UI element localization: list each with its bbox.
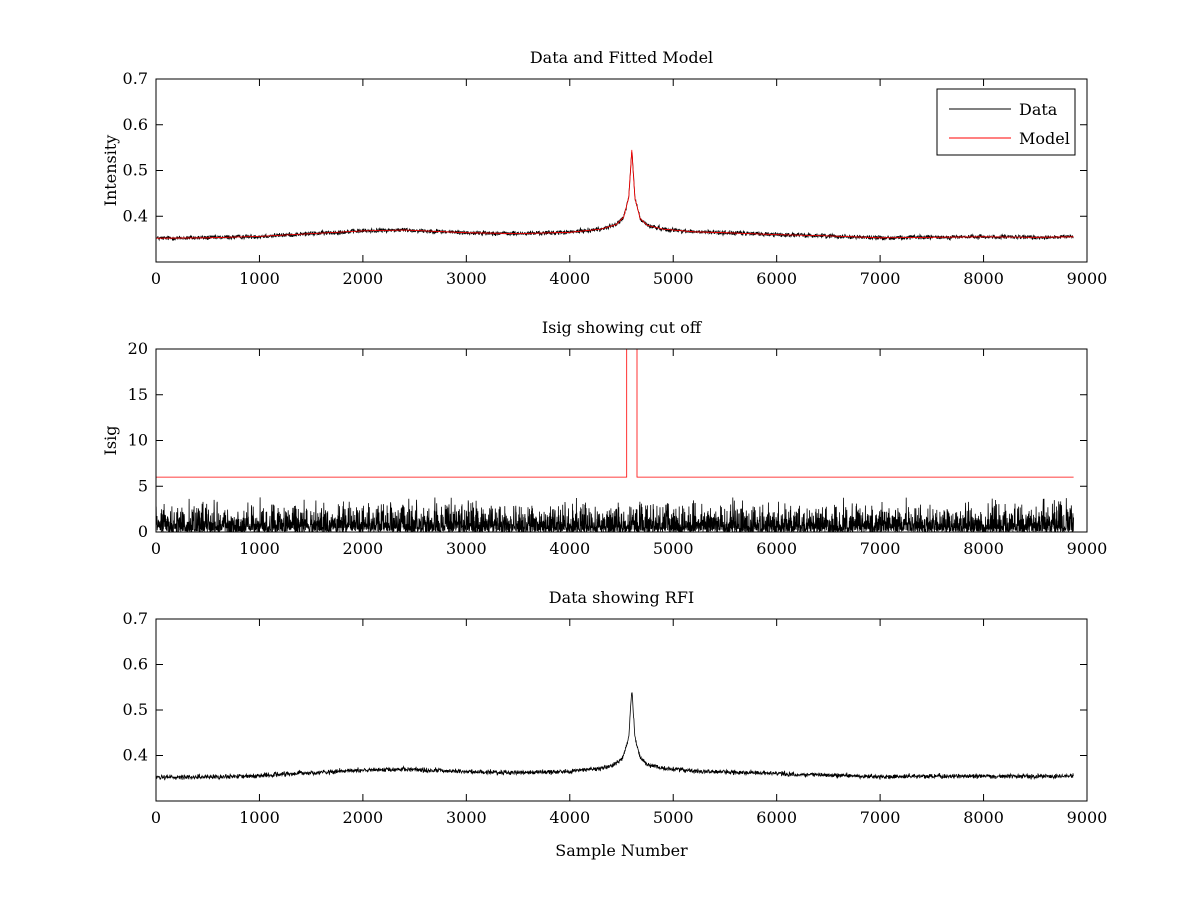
chart-title: Data and Fitted Model — [530, 48, 713, 67]
x-tick-label: 7000 — [860, 808, 901, 827]
y-tick-label: 5 — [138, 476, 148, 495]
x-tick-label: 2000 — [343, 808, 384, 827]
x-tick-label: 8000 — [963, 808, 1004, 827]
x-tick-label: 8000 — [963, 269, 1004, 288]
x-tick-label: 6000 — [756, 808, 797, 827]
plot-area — [156, 692, 1074, 781]
x-tick-label: 4000 — [549, 539, 590, 558]
y-axis-label: Intensity — [101, 135, 120, 207]
y-tick-label: 0.6 — [123, 655, 148, 674]
subplot-2: 0 1000 2000 3000 4000 5000 6000 7000 8000 9000 0 5 1… — [101, 318, 1107, 558]
x-tick-label: 7000 — [860, 269, 901, 288]
y-tick-label: 0.7 — [123, 69, 148, 88]
plot-area — [156, 149, 1074, 242]
x-tick-label: 9000 — [1067, 808, 1108, 827]
subplot-1: 0 1000 2000 3000 4000 5000 6000 7000 8000 9000 0.4… — [101, 48, 1107, 288]
x-tick-label: 1000 — [239, 269, 280, 288]
axes-frame — [155, 348, 1088, 533]
legend-label-model: Model — [1019, 129, 1070, 148]
y-tick-label: 0.5 — [123, 161, 148, 180]
legend: Data Model — [936, 88, 1076, 156]
x-tick-label: 3000 — [446, 539, 487, 558]
x-tick-label: 8000 — [963, 539, 1004, 558]
series-line-cut-off — [156, 349, 1074, 478]
y-tick-label: 0 — [138, 522, 148, 541]
x-tick-label: 4000 — [549, 269, 590, 288]
x-tick-label: 1000 — [239, 808, 280, 827]
subplot-3: 0 1000 2000 3000 4000 5000 6000 7000 8000 9000 0.4… — [123, 588, 1108, 860]
x-tick-label: 3000 — [446, 269, 487, 288]
x-tick-label: 6000 — [756, 539, 797, 558]
x-tick-label: 1000 — [239, 539, 280, 558]
x-tick-label: 5000 — [653, 808, 694, 827]
legend-box — [936, 88, 1076, 156]
plot-area — [156, 349, 1074, 532]
x-tick-label: 2000 — [343, 269, 384, 288]
series-line-isig — [156, 497, 1074, 532]
series-line-data — [156, 151, 1074, 242]
y-tick-label: 10 — [128, 431, 148, 450]
x-tick-label: 0 — [151, 539, 161, 558]
x-tick-label: 7000 — [860, 539, 901, 558]
y-tick-label: 15 — [128, 385, 148, 404]
y-tick-label: 0.5 — [123, 700, 148, 719]
x-tick-label: 3000 — [446, 808, 487, 827]
series-line-model — [156, 149, 1074, 239]
x-tick-label: 2000 — [343, 539, 384, 558]
x-tick-label: 0 — [151, 808, 161, 827]
x-tick-label: 9000 — [1067, 269, 1108, 288]
y-axis-label: Isig — [101, 426, 120, 456]
x-tick-label: 4000 — [549, 808, 590, 827]
y-tick-label: 0.7 — [123, 609, 148, 628]
y-tick-label: 0.4 — [123, 746, 148, 765]
x-tick-label: 9000 — [1067, 539, 1108, 558]
series-line-data — [156, 692, 1074, 781]
y-tick-label: 0.6 — [123, 115, 148, 134]
chart-title: Data showing RFI — [549, 588, 694, 607]
legend-label-data: Data — [1019, 100, 1058, 119]
x-tick-label: 0 — [151, 269, 161, 288]
x-tick-label: 5000 — [653, 539, 694, 558]
x-axis-label: Sample Number — [555, 841, 688, 860]
x-tick-label: 6000 — [756, 269, 797, 288]
x-tick-label: 5000 — [653, 269, 694, 288]
y-tick-label: 20 — [128, 339, 148, 358]
chart-title: Isig showing cut off — [542, 318, 703, 337]
y-tick-label: 0.4 — [123, 206, 148, 225]
